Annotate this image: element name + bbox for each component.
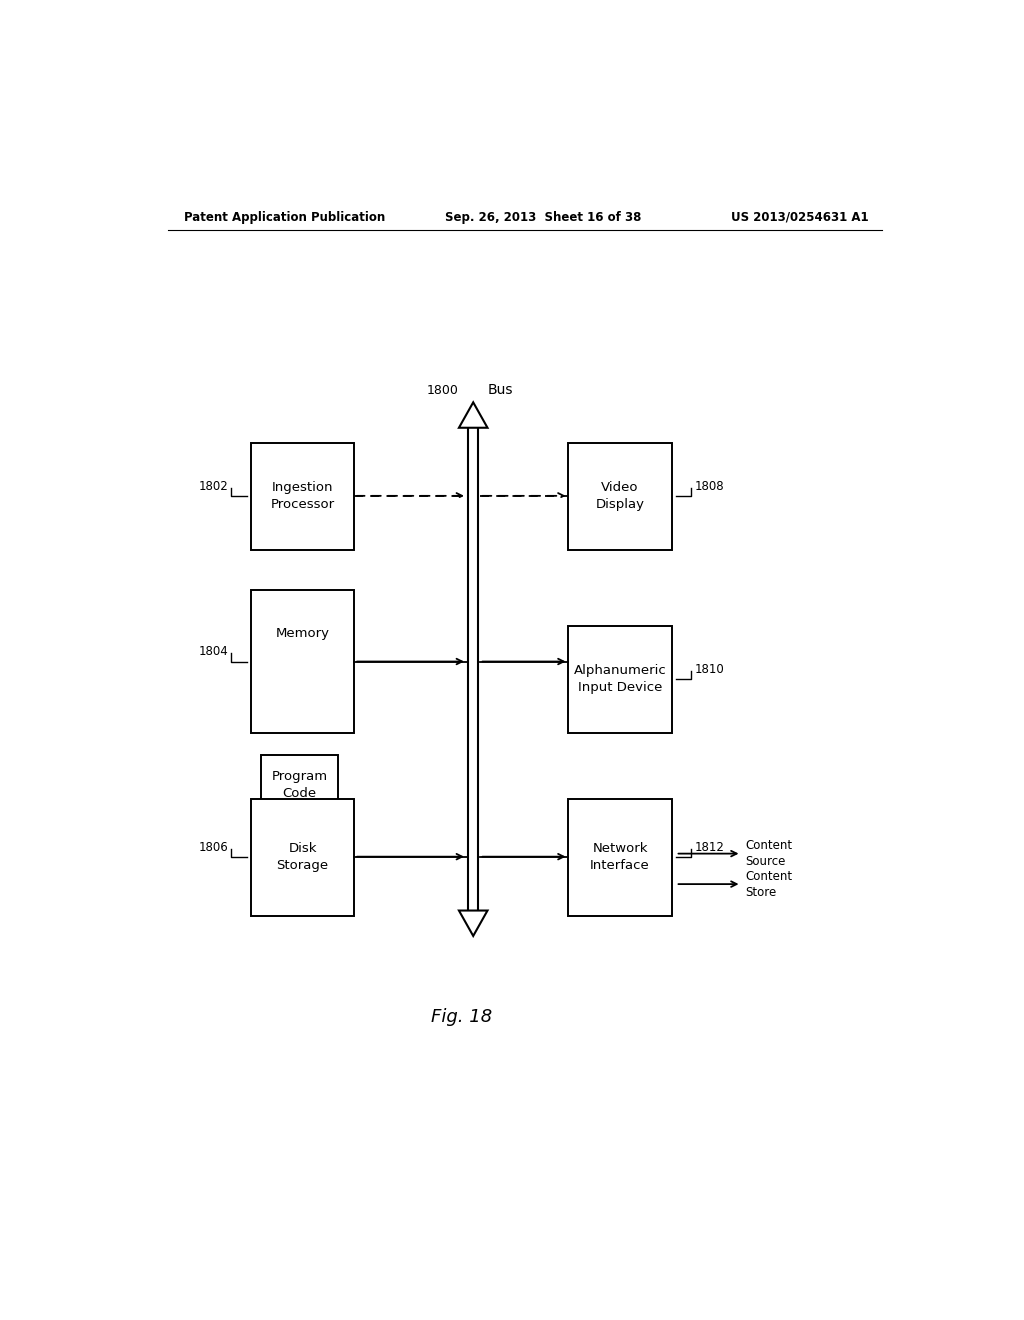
- Text: Content
Store: Content Store: [745, 870, 793, 899]
- Text: Video
Display: Video Display: [596, 482, 644, 511]
- Text: 1810: 1810: [694, 663, 724, 676]
- Polygon shape: [459, 911, 487, 936]
- Text: Patent Application Publication: Patent Application Publication: [183, 211, 385, 224]
- Text: Bus: Bus: [487, 383, 513, 397]
- Bar: [261, 755, 338, 814]
- Bar: [251, 799, 354, 916]
- Bar: [251, 444, 354, 549]
- Polygon shape: [459, 403, 487, 428]
- Text: 1812: 1812: [694, 841, 725, 854]
- Bar: [568, 626, 672, 733]
- Bar: [251, 590, 354, 733]
- Text: Sep. 26, 2013  Sheet 16 of 38: Sep. 26, 2013 Sheet 16 of 38: [445, 211, 642, 224]
- Text: 1802: 1802: [199, 480, 228, 494]
- Text: Memory: Memory: [275, 627, 330, 640]
- Text: Alphanumeric
Input Device: Alphanumeric Input Device: [573, 664, 667, 694]
- Bar: [568, 799, 672, 916]
- Text: US 2013/0254631 A1: US 2013/0254631 A1: [731, 211, 868, 224]
- Text: Network
Interface: Network Interface: [590, 842, 650, 873]
- Text: 1806: 1806: [199, 841, 228, 854]
- Text: Program
Code: Program Code: [271, 770, 328, 800]
- Text: Disk
Storage: Disk Storage: [276, 842, 329, 873]
- Bar: [568, 444, 672, 549]
- Text: 1800: 1800: [427, 384, 459, 397]
- Text: Ingestion
Processor: Ingestion Processor: [270, 482, 335, 511]
- Text: Fig. 18: Fig. 18: [431, 1008, 492, 1026]
- Text: 1804: 1804: [199, 645, 228, 659]
- Text: 1808: 1808: [694, 480, 724, 494]
- Text: Content
Source: Content Source: [745, 840, 793, 869]
